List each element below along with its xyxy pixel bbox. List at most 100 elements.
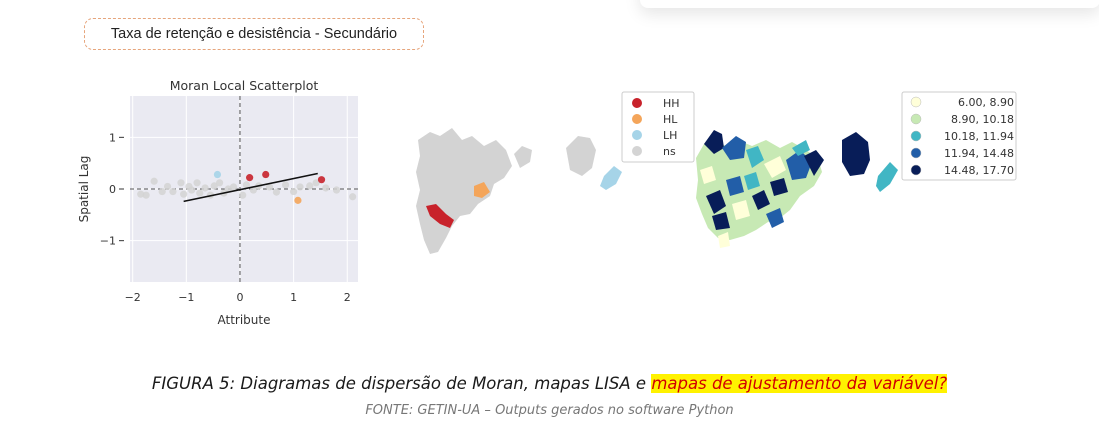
regression-fit-line xyxy=(183,172,318,203)
lisa-legend-swatch-0 xyxy=(632,98,642,108)
value-legend-swatch-2 xyxy=(910,130,922,142)
value-legend-swatch-4 xyxy=(910,164,922,176)
lisa-legend-label-3: ns xyxy=(663,145,676,158)
scatter-point-10 xyxy=(193,179,201,187)
y-tick-labels: 1 0 −1 xyxy=(100,131,124,248)
value-legend-swatch-3 xyxy=(910,147,922,159)
scatter-point-9 xyxy=(188,186,196,194)
value-map-zone-light-3 xyxy=(700,166,716,184)
value-map-zone-navy-2 xyxy=(804,150,824,176)
scatter-point-33 xyxy=(312,179,320,187)
lisa-legend-label-0: HH xyxy=(663,97,680,110)
scatter-point-37 xyxy=(349,193,357,201)
top-panel-shadow xyxy=(640,0,1099,8)
x-tick-labels: −2 −1 0 1 2 xyxy=(125,291,351,304)
lisa-legend-label-1: HL xyxy=(663,113,678,126)
lisa-legend: HH HL LH ns xyxy=(621,91,695,163)
value-legend-swatch-0 xyxy=(910,96,922,108)
scatter-point-5 xyxy=(169,187,177,196)
scatter-point-15 xyxy=(213,170,222,179)
lisa-legend-swatch-2 xyxy=(632,130,642,140)
lisa-legend-frame xyxy=(621,91,695,163)
value-map-zone-blue-4 xyxy=(766,208,784,228)
lisa-map xyxy=(416,128,622,254)
scatter-point-35 xyxy=(322,184,330,192)
value-map-zone-navy-1 xyxy=(704,130,724,154)
value-map-zone-navy-3 xyxy=(706,190,726,214)
section-title: Taxa de retenção e desistência - Secundá… xyxy=(84,18,424,50)
scatter-point-32 xyxy=(306,182,314,190)
value-map-zone-blue-3 xyxy=(726,176,744,196)
x-axis-label: Attribute xyxy=(218,313,271,327)
lisa-map-hl-region xyxy=(474,182,490,198)
x-tick-label-2: 0 xyxy=(236,291,243,304)
scatter-point-7 xyxy=(180,190,188,198)
value-legend-swatch-1 xyxy=(910,113,922,125)
scatter-point-31 xyxy=(296,183,304,191)
value-map-zone-navy-5 xyxy=(752,190,770,210)
lisa-map-lh-region xyxy=(600,166,622,190)
scatter-point-29 xyxy=(290,187,298,196)
y-axis-label: Spatial Lag xyxy=(77,156,91,223)
value-map xyxy=(696,130,898,248)
scatter-point-3 xyxy=(158,187,166,196)
scatter-point-34 xyxy=(317,176,326,184)
value-map-zone-blue-1 xyxy=(722,136,746,160)
value-legend-label-0: 6.00, 8.90 xyxy=(958,96,1014,109)
x-tick-label-4: 2 xyxy=(344,291,351,304)
value-map-zone-navy-4 xyxy=(712,212,730,230)
scatter-point-23 xyxy=(249,186,257,194)
scatter-point-22 xyxy=(246,174,254,182)
scatter-point-0 xyxy=(137,190,145,198)
scatter-point-12 xyxy=(201,184,209,192)
value-map-zone-light-4 xyxy=(718,232,730,248)
x-tick-label-3: 1 xyxy=(290,291,297,304)
scatter-point-28 xyxy=(281,181,290,189)
scatter-point-21 xyxy=(242,181,251,189)
scatter-point-2 xyxy=(150,177,158,185)
y-tick-label-0: 1 xyxy=(109,131,116,144)
scatter-point-27 xyxy=(272,188,281,196)
scatter-point-6 xyxy=(177,179,185,187)
value-map-island-small xyxy=(876,162,898,192)
y-tick-label-1: 0 xyxy=(109,183,116,196)
section-title-text: Taxa de retenção e desistência - Secundá… xyxy=(110,26,398,42)
value-map-island-east xyxy=(842,132,870,176)
lisa-map-region-east xyxy=(566,136,596,176)
value-legend-label-2: 10.18, 11.94 xyxy=(944,130,1014,143)
value-map-zone-navy-6 xyxy=(770,178,788,196)
scatter-point-11 xyxy=(196,189,204,197)
moran-scatterplot: Moran Local Scatterplot −2 −1 0 1 2 1 0 −1 Att… xyxy=(77,78,358,327)
lisa-map-region-north xyxy=(514,146,532,168)
x-tick-label-1: −1 xyxy=(178,291,194,304)
value-map-zone-teal-2 xyxy=(792,140,810,156)
value-map-zone-light-2 xyxy=(732,200,750,220)
scatter-point-16 xyxy=(215,179,224,187)
scatter-point-36 xyxy=(332,186,341,194)
figure-source: FONTE: GETIN-UA – Outputs gerados no sof… xyxy=(365,403,734,418)
caption-highlight: mapas de ajustamento da variável? xyxy=(651,374,948,393)
chart-title: Moran Local Scatterplot xyxy=(170,78,319,93)
scatter-point-1 xyxy=(142,191,150,199)
lisa-legend-swatch-1 xyxy=(632,114,642,124)
scatter-point-14 xyxy=(210,182,218,190)
value-legend: 6.00, 8.90 8.90, 10.18 10.18, 11.94 11.94, … xyxy=(901,91,1017,181)
lisa-map-region-west xyxy=(416,128,512,254)
figure-caption: FIGURA 5: Diagramas de dispersão de Mora… xyxy=(0,374,1099,393)
value-map-zone-light-1 xyxy=(764,156,786,178)
y-tick-label-2: −1 xyxy=(100,235,116,248)
scatter-point-25 xyxy=(262,170,270,179)
figure-graphics: Moran Local Scatterplot −2 −1 0 1 2 1 0 −1 Att… xyxy=(77,78,1017,327)
lisa-legend-swatch-3 xyxy=(632,146,642,156)
value-legend-label-3: 11.94, 14.48 xyxy=(944,147,1014,160)
lisa-map-hh-region xyxy=(426,204,454,228)
value-legend-label-1: 8.90, 10.18 xyxy=(951,113,1014,126)
scatter-point-4 xyxy=(163,182,172,191)
scatter-point-30 xyxy=(294,196,302,204)
lisa-legend-label-2: LH xyxy=(663,129,677,142)
scatter-point-26 xyxy=(265,183,274,191)
scatter-point-19 xyxy=(229,183,238,191)
regression-line xyxy=(183,172,318,203)
scatter-point-20 xyxy=(239,191,247,199)
value-legend-frame xyxy=(901,91,1017,181)
